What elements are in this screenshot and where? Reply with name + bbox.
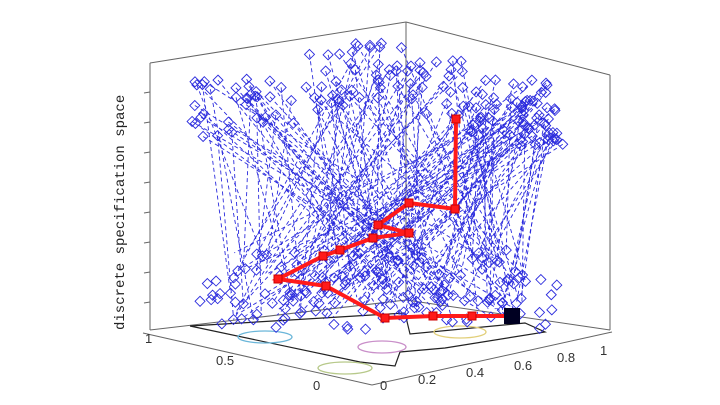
x-tick-label: 0 (380, 378, 388, 393)
z-ticks (143, 91, 151, 304)
x-tick-label: 0.2 (418, 372, 437, 387)
axes-box (142, 21, 613, 386)
x-tick-label: 0.6 (514, 358, 533, 373)
y-tick-label: 1 (145, 331, 153, 346)
explored-states (186, 37, 569, 335)
x-tick-label: 1 (600, 343, 608, 358)
floor-regions (237, 325, 487, 375)
selected-path (271, 114, 517, 323)
y-tick-label: 0 (313, 378, 321, 393)
start-marker (504, 308, 520, 324)
z-axis-label: discrete specification space (113, 94, 129, 330)
y-tick-label: 0.5 (216, 353, 235, 368)
x-tick-label: 0.8 (557, 350, 576, 365)
x-tick-label: 0.4 (466, 365, 485, 380)
floor-map (189, 312, 548, 367)
